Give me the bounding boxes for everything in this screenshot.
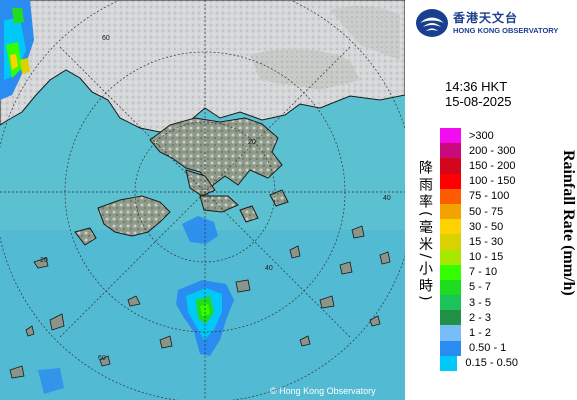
timestamp-time: 14:36 HKT [445,79,508,94]
legend-swatch [440,249,461,265]
legend-range-label: 100 - 150 [469,175,516,188]
legend-range-label: 150 - 200 [469,159,516,172]
legend-row: 50 - 75 [440,203,518,220]
legend-row: >300 [440,128,518,144]
legend-swatch [440,234,461,250]
legend-swatch [440,158,461,174]
range-ring-labels: 60 40 20 40 60 20 [40,35,391,362]
outlying-islands [9,225,391,379]
svg-text:60: 60 [98,355,106,362]
legend-range-label: 75 - 100 [469,190,510,203]
rain-echo-south [38,216,234,394]
rainfall-legend: >300 200 - 300 150 - 200 100 - 150 75 - 100 5… [440,128,518,371]
legend-row: 5 - 7 [440,279,518,296]
mainland-terrain [250,48,360,90]
legend-range-label: 7 - 10 [469,266,498,279]
legend-swatch [440,143,461,159]
org-name-en: HONG KONG OBSERVATORY [453,26,559,35]
map-copyright: © Hong Kong Observatory [270,386,376,396]
legend-swatch [440,173,461,189]
legend-swatch [440,310,461,326]
legend-range-label: 3 - 5 [469,296,492,309]
legend-row: 3 - 5 [440,295,518,311]
hko-logo[interactable]: 香港天文台 HONG KONG OBSERVATORY [415,6,575,42]
legend-range-label: 0.15 - 0.50 [465,357,518,370]
lantau-island-land [97,195,171,237]
small-island [74,227,97,246]
legend-title-zh: 降雨率(毫米/小時) [417,160,433,304]
new-territories-land [149,117,283,187]
legend-range-label: 0.50 - 1 [469,342,507,355]
radar-map-canvas: 60 40 20 40 60 20 [0,0,405,400]
legend-row: 100 - 150 [440,173,518,189]
legend-range-label: 50 - 75 [469,205,504,218]
legend-row: 7 - 10 [440,264,518,280]
mainland-terrain-2 [330,6,400,60]
svg-text:40: 40 [265,265,273,272]
legend-swatch [440,203,461,220]
legend-range-label: 5 - 7 [469,281,492,294]
legend-range-label: >300 [469,129,494,142]
small-island-2 [239,205,259,223]
legend-row: 150 - 200 [440,158,518,174]
hk-island-land [199,195,239,213]
legend-range-label: 200 - 300 [469,144,516,157]
legend-swatch [440,188,461,204]
svg-text:40: 40 [383,195,391,202]
hko-logo-icon [416,9,448,37]
legend-swatch [440,219,461,235]
legend-row: 0.15 - 0.50 [440,355,518,371]
legend-row: 75 - 100 [440,188,518,204]
legend-row: 30 - 50 [440,219,518,235]
legend-row: 10 - 15 [440,249,518,265]
legend-range-label: 10 - 15 [469,251,504,264]
timestamp: 14:36 HKT 15-08-2025 [445,79,512,109]
range-rings [0,0,405,400]
timestamp-date: 15-08-2025 [445,94,512,109]
legend-row: 15 - 30 [440,234,518,250]
legend-row: 1 - 2 [440,325,518,341]
legend-title-en: Rainfall Rate (mm/h) [560,150,577,296]
legend-panel: 香港天文台 HONG KONG OBSERVATORY 14:36 HKT 15… [405,0,577,400]
legend-range-label: 1 - 2 [469,327,492,340]
legend-swatch [440,279,461,296]
svg-text:20: 20 [248,139,256,146]
legend-range-label: 2 - 3 [469,311,492,324]
radar-map[interactable]: 60 40 20 40 60 20 © Hong Kong Observator… [0,0,405,400]
legend-swatch [440,340,461,356]
svg-text:20: 20 [40,257,48,264]
legend-row: 200 - 300 [440,143,518,159]
legend-swatch [440,264,461,280]
legend-swatch [440,355,458,371]
legend-swatch [440,325,461,341]
legend-row: 0.50 - 1 [440,340,518,356]
legend-swatch [440,128,461,144]
rain-echo-west [0,0,34,100]
legend-swatch [440,295,461,311]
org-name-zh: 香港天文台 [453,11,519,25]
svg-text:60: 60 [102,35,110,42]
legend-range-label: 15 - 30 [469,235,504,248]
legend-row: 2 - 3 [440,310,518,326]
legend-range-label: 30 - 50 [469,220,504,233]
